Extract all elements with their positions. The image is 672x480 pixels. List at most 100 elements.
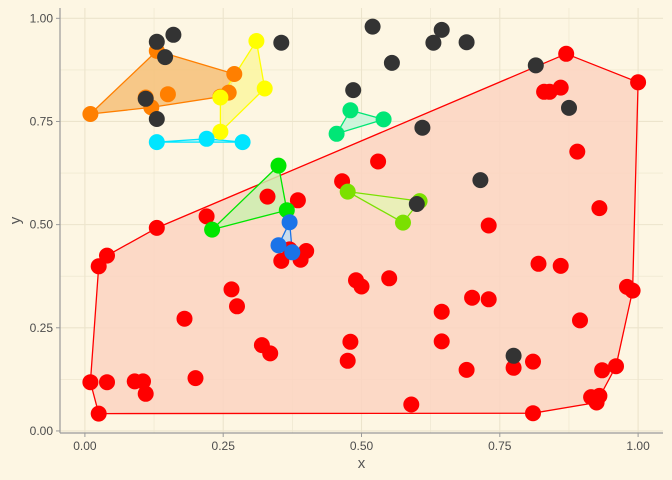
x-tick-label: 0.25: [212, 439, 236, 453]
data-point: [223, 281, 240, 298]
data-point: [552, 79, 569, 96]
data-point: [630, 74, 647, 91]
data-point: [480, 217, 497, 234]
data-point: [353, 278, 370, 295]
data-point: [505, 359, 522, 376]
data-point: [328, 125, 345, 142]
data-point: [298, 243, 315, 259]
data-point: [558, 45, 575, 62]
x-axis-title: x: [358, 455, 366, 472]
data-point: [464, 289, 481, 306]
data-point: [339, 352, 356, 369]
data-point: [165, 26, 182, 43]
data-point: [289, 192, 306, 209]
data-point: [624, 282, 641, 299]
points-layer: [82, 18, 647, 422]
data-point: [505, 347, 522, 364]
data-point: [480, 291, 497, 308]
data-point: [591, 387, 608, 404]
data-point: [273, 34, 290, 51]
data-point: [458, 361, 475, 378]
hull-layer: [89, 40, 639, 415]
data-point: [472, 172, 489, 189]
data-point: [270, 157, 287, 174]
data-point: [572, 312, 588, 329]
cluster-hull-5: [211, 164, 288, 231]
data-point: [284, 244, 301, 261]
data-point: [198, 130, 215, 147]
data-point: [229, 298, 245, 315]
tick-labels: 0.00 0.25 0.50 0.75 1.00 0.00 0.25 0.50 0.75 1.00: [30, 11, 650, 453]
data-point: [148, 134, 165, 151]
y-tick-label: 0.75: [30, 114, 54, 128]
data-point: [159, 86, 176, 103]
data-point: [148, 219, 165, 236]
data-point: [148, 111, 165, 127]
data-point: [212, 89, 229, 106]
data-point: [148, 33, 165, 50]
data-point: [408, 196, 425, 212]
y-tick-label: 0.00: [30, 424, 54, 438]
x-tick-label: 0.00: [73, 439, 97, 453]
data-point: [198, 208, 215, 225]
data-point: [381, 270, 398, 287]
data-point: [403, 396, 420, 413]
data-point: [137, 90, 154, 107]
y-axis-title: y: [7, 216, 24, 224]
y-tick-label: 0.25: [30, 321, 54, 335]
data-point: [278, 202, 295, 219]
x-tick-label: 1.00: [626, 439, 650, 453]
data-point: [433, 333, 450, 350]
data-point: [157, 49, 174, 66]
data-point: [458, 34, 475, 51]
data-point: [433, 303, 450, 320]
data-point: [591, 200, 608, 217]
data-point: [90, 405, 107, 422]
data-point: [525, 353, 541, 370]
data-point: [273, 252, 290, 269]
data-point: [433, 21, 450, 38]
data-point: [281, 214, 298, 231]
data-point: [525, 405, 541, 422]
data-point: [339, 183, 356, 200]
data-point: [212, 123, 229, 140]
axes: [56, 8, 663, 437]
data-point: [594, 362, 611, 379]
data-point: [561, 99, 577, 116]
data-point: [99, 247, 115, 264]
data-point: [262, 345, 279, 362]
data-point: [99, 374, 115, 391]
x-tick-label: 0.75: [488, 439, 512, 453]
data-point: [375, 111, 392, 128]
data-point: [552, 257, 569, 274]
data-point: [530, 255, 547, 272]
data-point: [226, 66, 243, 82]
data-point: [234, 134, 251, 151]
data-point: [82, 374, 99, 391]
data-point: [527, 57, 544, 74]
data-point: [342, 333, 359, 350]
y-tick-label: 1.00: [30, 11, 54, 25]
data-point: [204, 221, 221, 238]
data-point: [187, 370, 204, 387]
data-point: [383, 54, 400, 71]
y-tick-label: 0.50: [30, 218, 54, 232]
data-point: [248, 33, 265, 49]
data-point: [395, 214, 411, 231]
data-point: [259, 188, 276, 205]
x-tick-label: 0.50: [350, 439, 374, 453]
data-point: [414, 119, 431, 136]
data-point: [256, 80, 273, 97]
data-point: [364, 18, 381, 35]
data-point: [137, 385, 154, 402]
data-point: [270, 237, 287, 254]
data-point: [345, 82, 362, 99]
data-point: [425, 34, 442, 51]
data-point: [370, 153, 387, 170]
data-point: [608, 358, 624, 375]
data-point: [82, 106, 99, 122]
data-point: [135, 373, 151, 390]
data-point: [176, 310, 193, 327]
data-point: [342, 102, 359, 119]
